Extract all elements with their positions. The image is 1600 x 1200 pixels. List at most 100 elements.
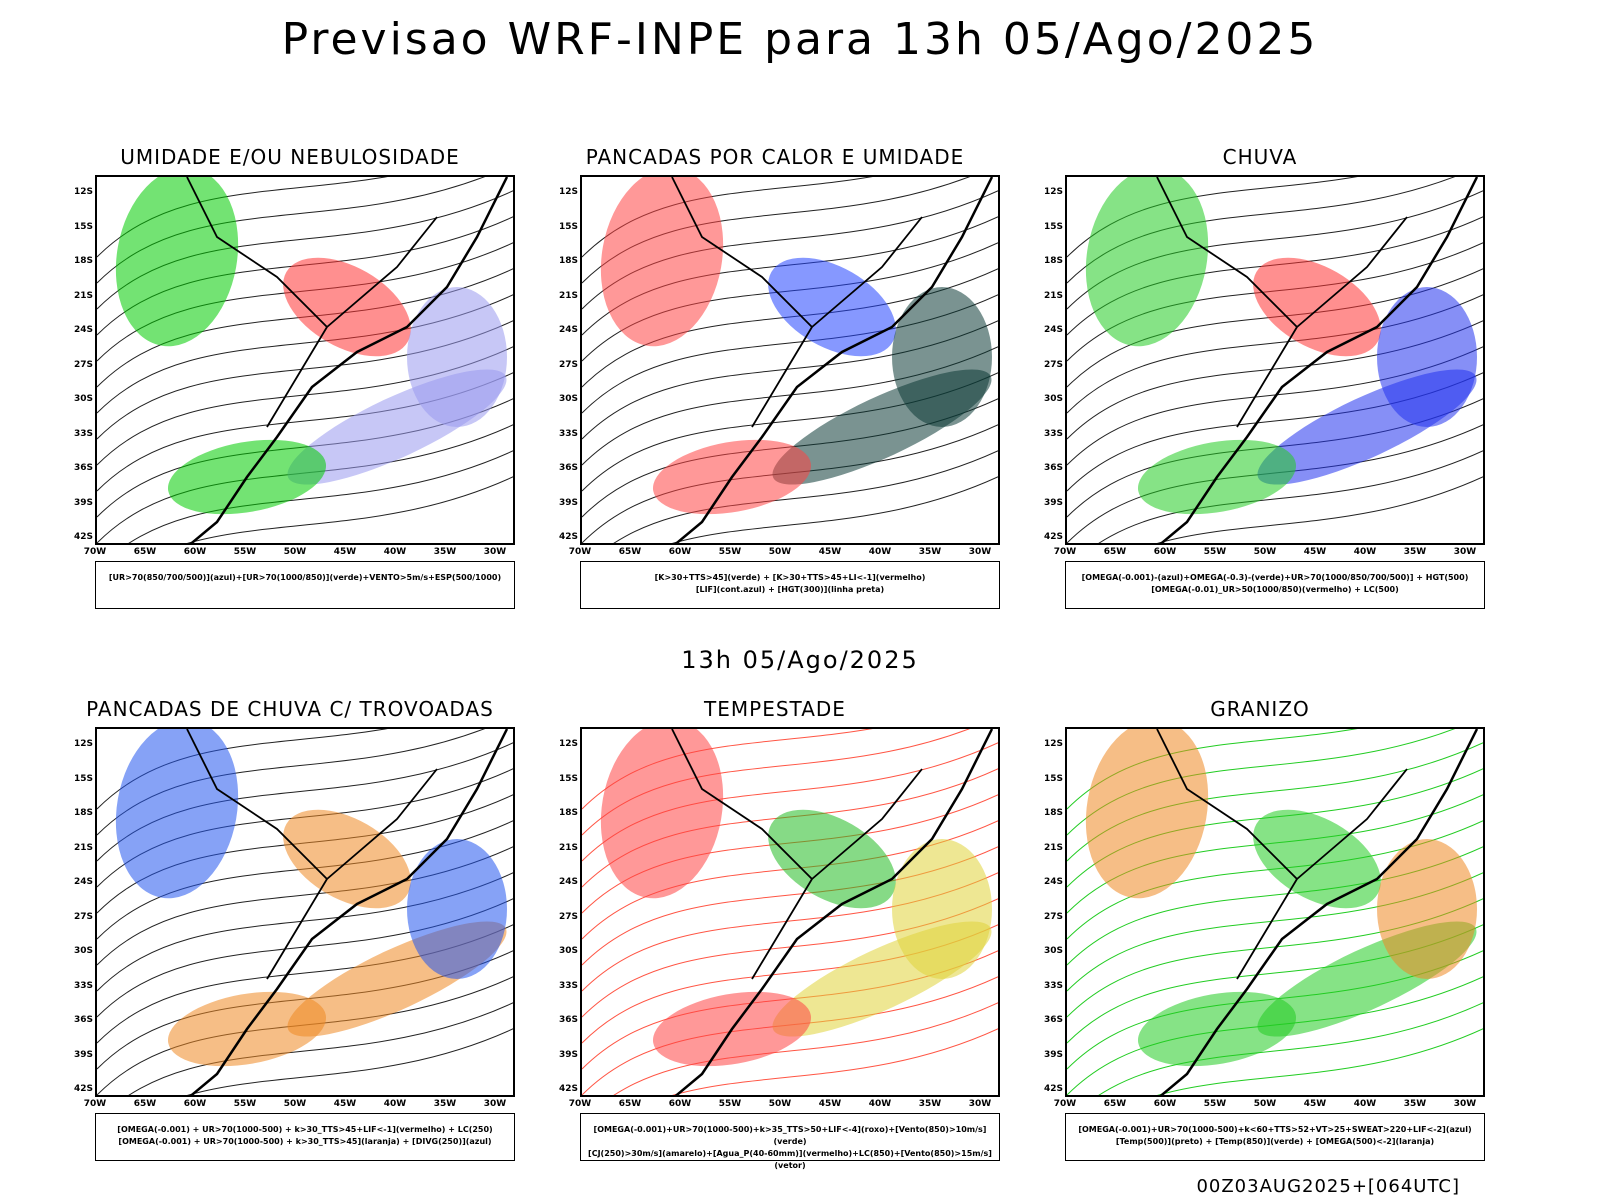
lon-tick-label: 65W	[618, 547, 642, 557]
legend-line: [K>30+TTS>45](verde) + [K>30+TTS>45+LI<-…	[654, 573, 926, 582]
map-layers	[97, 729, 513, 1095]
lon-tick-label: 40W	[1353, 547, 1377, 557]
panel-pancadas-calor: PANCADAS POR CALOR E UMIDADE [K>30+TTS>4…	[540, 145, 1010, 635]
lat-tick-label: 30S	[73, 394, 93, 404]
lat-tick-label: 33S	[73, 980, 93, 991]
panel-legend: [OMEGA(-0.001)-(azul)+OMEGA(-0.3)-(verde…	[1065, 561, 1485, 609]
forecast-map	[95, 727, 515, 1097]
lon-tick-label: 35W	[433, 1099, 457, 1109]
forecast-map	[1065, 175, 1485, 545]
page-title: Previsao WRF-INPE para 13h 05/Ago/2025	[281, 14, 1319, 65]
lat-tick-label: 42S	[558, 1084, 578, 1094]
lon-tick-label: 30W	[1453, 547, 1477, 557]
lon-tick-label: 40W	[383, 1099, 407, 1109]
lat-tick-label: 27S	[73, 911, 93, 922]
lat-tick-label: 15S	[73, 221, 93, 232]
lon-tick-label: 50W	[1253, 1099, 1277, 1109]
lon-tick-label: 70W	[568, 547, 592, 557]
lat-tick-label: 39S	[558, 1049, 578, 1060]
legend-line: [OMEGA(-0.001) + UR>70(1000-500) + k>30_…	[118, 1137, 492, 1146]
lon-tick-label: 35W	[1403, 547, 1427, 557]
panel-tempestade: TEMPESTADE [OMEGA(-0.001)+UR>70(1000-500…	[540, 697, 1010, 1187]
lon-tick-label: 60W	[183, 547, 207, 557]
legend-line: [UR>70(850/700/500)](azul)+[UR>70(1000/8…	[108, 573, 502, 582]
lon-tick-label: 70W	[568, 1099, 592, 1109]
map-layers	[582, 177, 998, 543]
legend-line: [OMEGA(-0.001)+UR>70(1000-500)+k<60+TTS>…	[1078, 1125, 1472, 1134]
lat-tick-label: 21S	[558, 842, 578, 853]
lat-tick-label: 18S	[73, 808, 93, 818]
legend-line: [OMEGA(-0.001)-(azul)+OMEGA(-0.3)-(verde…	[1081, 573, 1469, 582]
forecast-map	[580, 175, 1000, 545]
lon-tick-label: 60W	[668, 1099, 692, 1109]
legend-line: [CJ(250)>30m/s](amarelo)+[Agua_P(40-60mm…	[588, 1149, 992, 1170]
panel-chuva: CHUVA [OMEGA(-0.001)-(azul)+OMEGA(-0.3)-…	[1025, 145, 1495, 635]
lon-tick-label: 35W	[433, 547, 457, 557]
lat-tick-label: 15S	[558, 221, 578, 232]
coastline	[674, 729, 994, 1095]
lon-tick-label: 50W	[283, 547, 307, 557]
shaded-area	[115, 177, 239, 347]
lat-tick-label: 15S	[1043, 221, 1063, 232]
contour-line	[187, 1028, 513, 1095]
panel-title: TEMPESTADE	[704, 697, 846, 721]
panel-legend: [OMEGA(-0.001)+UR>70(1000-500)+k>35_TTS>…	[580, 1113, 1000, 1170]
contour-line	[1157, 476, 1483, 543]
lon-tick-label: 60W	[1153, 547, 1177, 557]
lon-tick-label: 35W	[918, 547, 942, 557]
shaded-area	[115, 729, 239, 899]
lat-tick-label: 27S	[558, 911, 578, 922]
lat-tick-label: 21S	[73, 290, 93, 301]
lon-tick-label: 55W	[233, 547, 257, 557]
lat-tick-label: 30S	[73, 946, 93, 956]
lat-tick-label: 42S	[558, 532, 578, 542]
panel-title: CHUVA	[1222, 145, 1298, 169]
legend-line: [LIF](cont.azul) + [HGT(300)](linha pret…	[695, 585, 885, 594]
country-border	[1156, 729, 1408, 980]
lon-tick-label: 70W	[83, 1099, 107, 1109]
lat-tick-label: 15S	[73, 773, 93, 784]
lat-tick-label: 42S	[1043, 1084, 1063, 1094]
lon-tick-label: 30W	[1453, 1099, 1477, 1109]
lat-tick-label: 39S	[73, 1049, 93, 1060]
coastline	[1159, 177, 1479, 543]
contour-line	[1157, 1028, 1483, 1095]
lat-tick-label: 24S	[73, 325, 93, 335]
lon-tick-label: 70W	[1053, 1099, 1077, 1109]
lon-tick-label: 55W	[1203, 1099, 1227, 1109]
map-layers	[97, 177, 513, 543]
contour-line	[187, 476, 513, 543]
shaded-area	[892, 287, 992, 427]
lat-tick-label: 12S	[1043, 187, 1063, 197]
shaded-area	[1085, 177, 1209, 347]
lat-tick-label: 36S	[558, 463, 578, 473]
map-layers	[1067, 177, 1483, 543]
lon-tick-label: 55W	[718, 1099, 742, 1109]
lon-tick-label: 45W	[333, 547, 357, 557]
lon-tick-label: 40W	[868, 1099, 892, 1109]
forecast-map	[1065, 727, 1485, 1097]
country-border	[186, 177, 438, 428]
panel-legend: [OMEGA(-0.001)+UR>70(1000-500)+k<60+TTS>…	[1065, 1113, 1485, 1161]
lat-tick-label: 15S	[1043, 773, 1063, 784]
lon-tick-label: 50W	[283, 1099, 307, 1109]
lon-tick-label: 50W	[768, 547, 792, 557]
shaded-area	[407, 839, 507, 979]
lat-tick-label: 30S	[1043, 946, 1063, 956]
lat-tick-label: 30S	[558, 394, 578, 404]
legend-line: [OMEGA(-0.01)_UR>50(1000/850)(vermelho) …	[1151, 585, 1399, 594]
lat-tick-label: 39S	[73, 497, 93, 508]
legend-line: [OMEGA(-0.001) + UR>70(1000-500) + k>30_…	[117, 1125, 493, 1134]
lat-tick-label: 21S	[1043, 842, 1063, 853]
lon-tick-label: 55W	[233, 1099, 257, 1109]
lat-tick-label: 42S	[73, 1084, 93, 1094]
lon-tick-label: 35W	[918, 1099, 942, 1109]
coastline	[189, 177, 509, 543]
shaded-area	[600, 177, 724, 347]
lon-tick-label: 65W	[1103, 547, 1127, 557]
lon-tick-label: 35W	[1403, 1099, 1427, 1109]
shaded-area	[1377, 287, 1477, 427]
panel-legend: [OMEGA(-0.001) + UR>70(1000-500) + k>30_…	[95, 1113, 515, 1161]
lon-tick-label: 50W	[768, 1099, 792, 1109]
coastline	[1159, 729, 1479, 1095]
